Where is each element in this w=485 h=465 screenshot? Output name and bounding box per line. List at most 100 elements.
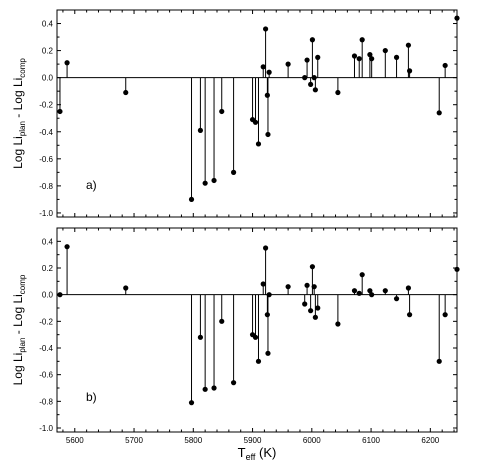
y-tick-label: -0.8 [39, 397, 53, 406]
data-point [123, 89, 129, 96]
y-axis-title: Log Liplan - Log Licomp [11, 58, 27, 169]
data-point [123, 285, 129, 291]
data-point [335, 321, 341, 327]
data-point [188, 400, 195, 406]
data-point [442, 62, 448, 69]
data-point [436, 110, 442, 116]
data-point [302, 75, 308, 81]
y-tick-label: 0.0 [42, 291, 54, 300]
data-point [367, 52, 373, 58]
y-tick-label: 0.2 [42, 264, 54, 273]
data-point [309, 264, 316, 270]
plot-frame [56, 227, 458, 433]
y-tick-label: -0.6 [39, 371, 53, 380]
x-tick-label: 5800 [184, 436, 202, 445]
data-point [405, 285, 412, 291]
x-tick-label: 5700 [125, 436, 143, 445]
data-point [308, 308, 314, 314]
data-point [211, 385, 217, 391]
y-tick-label: -0.4 [39, 344, 53, 353]
data-point [262, 245, 269, 251]
data-point [393, 296, 400, 302]
data-point [369, 292, 375, 298]
data-point [197, 334, 204, 340]
data-point [315, 305, 321, 311]
data-point [265, 131, 271, 138]
data-point [393, 54, 400, 60]
x-tick-label: 6000 [303, 436, 321, 445]
panel-b: -1.0 -0.8 -0.6 -0.4 -0.2 0.0 0.2 0.4 5600 5700 580… [11, 227, 460, 462]
data-point [356, 290, 362, 296]
data-point [382, 47, 388, 54]
data-point [311, 284, 317, 290]
data-point [356, 56, 362, 62]
data-point [64, 60, 70, 66]
data-point [260, 64, 266, 70]
data-point [308, 81, 314, 88]
plot-frame [56, 9, 458, 218]
data-point [351, 288, 358, 294]
data-point [312, 87, 318, 93]
y-tick-label: -0.4 [39, 128, 53, 137]
data-point [57, 292, 63, 298]
x-tick-label: 6100 [362, 436, 380, 445]
data-point [285, 284, 291, 290]
y-tick-label: 0.4 [42, 237, 54, 246]
data-point [359, 272, 365, 278]
data-point [406, 68, 413, 74]
x-tick-label: 5900 [244, 436, 262, 445]
data-point [309, 37, 316, 43]
y-tick-label: -1.0 [39, 424, 53, 433]
panel-label: b) [86, 390, 97, 404]
data-point [202, 386, 208, 392]
data-point [57, 108, 63, 115]
data-point [312, 314, 318, 320]
data-point [262, 26, 269, 32]
data-point [211, 177, 217, 184]
x-axis-title: Teff (K) [238, 445, 277, 462]
data-point [188, 196, 195, 203]
data-point [252, 334, 259, 340]
x-tick-label: 6200 [421, 436, 439, 445]
data-point [304, 282, 310, 288]
data-point [442, 312, 448, 318]
data-point [255, 141, 262, 147]
data-point [266, 292, 272, 298]
data-point [311, 75, 317, 81]
data-point [367, 288, 373, 294]
data-point [304, 57, 310, 63]
data-point [359, 37, 365, 43]
data-point [252, 119, 259, 125]
data-point [202, 180, 208, 186]
data-point [219, 108, 225, 115]
data-point [405, 42, 412, 48]
data-point [351, 53, 358, 59]
panel-label: a) [86, 178, 97, 192]
data-point [369, 56, 375, 62]
y-tick-label: 0.2 [42, 47, 54, 56]
y-tick-label: -0.2 [39, 317, 53, 326]
data-point [285, 61, 291, 67]
data-point [436, 358, 442, 364]
data-point [266, 69, 272, 75]
y-tick-label: -0.8 [39, 182, 53, 191]
data-point [454, 15, 460, 21]
data-point [197, 127, 204, 134]
data-point [230, 380, 237, 386]
y-axis-title: Log Liplan - Log Licomp [11, 274, 27, 385]
data-point [302, 301, 308, 307]
data-point [255, 358, 262, 364]
data-point [64, 244, 70, 250]
data-point [230, 169, 237, 175]
panel-a: -1.0 -0.8 -0.6 -0.4 -0.2 0.0 0.2 0.4 a) Log Lipla… [11, 9, 460, 218]
data-point [335, 89, 341, 96]
data-point [219, 318, 225, 324]
data-point [264, 92, 270, 98]
data-point [264, 312, 270, 318]
data-point [382, 288, 388, 294]
y-tick-label: -0.2 [39, 101, 53, 110]
data-point [406, 312, 413, 318]
data-point [315, 54, 321, 60]
y-tick-label: 0.4 [42, 20, 54, 29]
